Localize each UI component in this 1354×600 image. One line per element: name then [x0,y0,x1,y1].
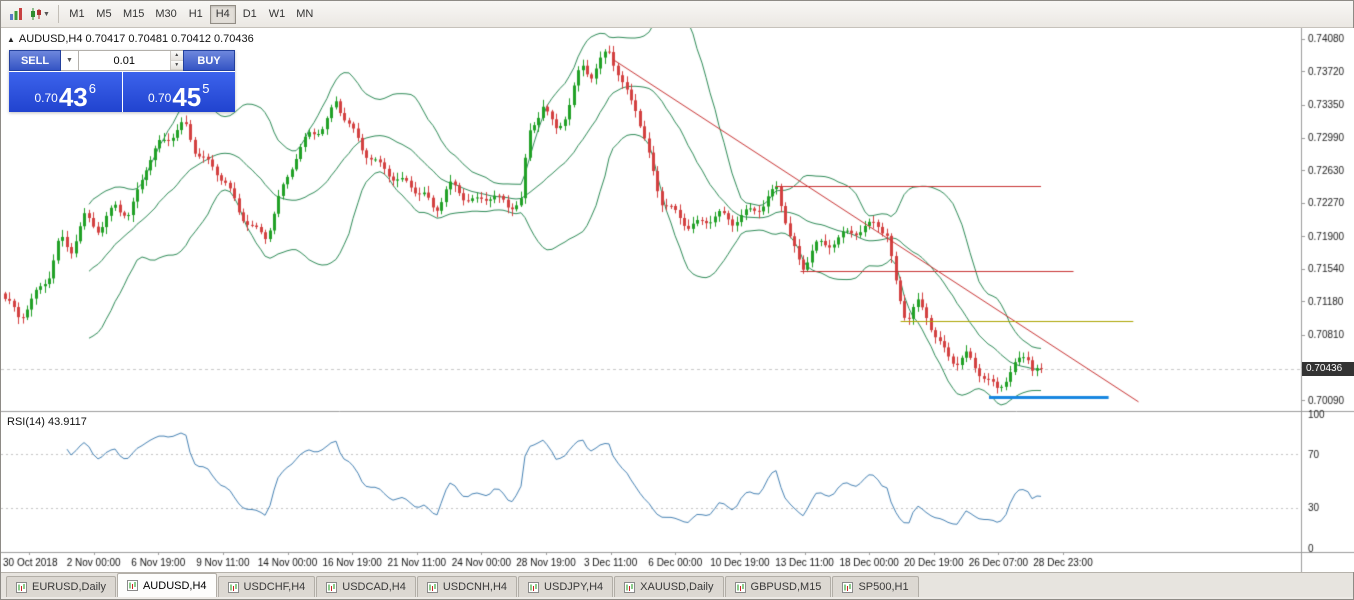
chart-tab-label: USDCNH,H4 [442,581,508,593]
chart-tab-icon [528,581,540,593]
timeframe-button-mn[interactable]: MN [291,5,318,24]
chart-tab-label: AUDUSD,H4 [142,579,207,592]
candlestick-icon [31,8,41,20]
chart-tab-icon [624,581,636,593]
sell-price-prefix: 0.70 [34,91,58,105]
current-price-badge: 0.70436 [1302,362,1354,376]
chart-tab-label: USDCAD,H4 [342,581,406,593]
chart-style-dropdown-button[interactable]: ▼ [27,4,53,24]
lot-decrease-button[interactable]: ▼ [170,60,183,70]
chart-tab-usdchf[interactable]: USDCHF,H4 [217,576,316,597]
chart-tab-audusd[interactable]: AUDUSD,H4 [116,573,217,597]
chart-tab-icon [734,581,746,593]
chart-tab-label: SP500,H1 [858,581,909,593]
chart-tab-gbpusd[interactable]: GBPUSD,M15 [724,576,832,597]
buy-button[interactable]: BUY [183,50,235,71]
chart-tab-label: XAUUSD,Daily [640,581,714,593]
one-click-trading-panel: SELL ▼ ▲ ▼ BUY 0.70 43 6 0.7 [9,50,235,112]
bar-chart-icon [10,8,22,20]
buy-price-prefix: 0.70 [147,91,172,105]
chart-title: ▲ AUDUSD,H4 0.70417 0.70481 0.70412 0.70… [7,33,254,45]
timeframe-button-d1[interactable]: D1 [237,5,263,24]
chart-ohlc-header: AUDUSD,H4 0.70417 0.70481 0.70412 0.7043… [18,33,254,45]
sell-button[interactable]: SELL [9,50,61,71]
timeframe-button-h4[interactable]: H4 [209,4,236,24]
sell-price-big: 43 [58,81,88,112]
chart-tab-icon [842,581,854,593]
chart-tab-xauusd[interactable]: XAUUSD,Daily [614,576,724,597]
time-axis[interactable] [1,552,1301,572]
lot-increase-button[interactable]: ▲ [170,51,183,61]
timeframe-button-m1[interactable]: M1 [64,5,90,24]
chart-tab-icon [16,581,27,593]
buy-price-big: 45 [172,81,202,112]
chart-window-icon-button[interactable] [5,4,27,24]
chart-region: ▲ AUDUSD,H4 0.70417 0.70481 0.70412 0.70… [1,28,1354,572]
lot-size-stepper: ▲ ▼ [169,51,183,70]
toolbar-separator [57,5,59,23]
chart-tab-bar: EURUSD,Daily AUDUSD,H4 USDCHF,H4 USDCAD,H4 U… [1,572,1353,597]
timeframe-toolbar: M1 M5 M15 M30 H1 H4 D1 W1 MN [64,4,318,24]
timeframe-button-w1[interactable]: W1 [264,5,291,24]
chart-tab-icon [326,581,338,593]
lot-size-input[interactable] [79,51,170,70]
timeframe-button-h1[interactable]: H1 [183,5,209,24]
buy-price-pipette: 5 [202,81,210,96]
chart-tab-usdcnh[interactable]: USDCNH,H4 [416,576,518,597]
chart-tab-usdjpy[interactable]: USDJPY,H4 [518,576,614,597]
timeframe-button-m30[interactable]: M30 [150,5,181,24]
trade-panel-prices: 0.70 43 6 0.70 45 5 [9,72,235,112]
panel-divider[interactable] [1,408,1354,413]
chart-tab-label: USDCHF,H4 [243,581,306,593]
chart-tab-icon [227,581,239,593]
price-axis[interactable] [1301,28,1354,410]
chart-tab-usdcad[interactable]: USDCAD,H4 [316,576,416,597]
timeframe-button-m15[interactable]: M15 [118,5,149,24]
collapse-panel-icon[interactable]: ▲ [7,34,15,44]
trade-panel-controls: SELL ▼ ▲ ▼ BUY [9,50,235,71]
buy-price-box[interactable]: 0.70 45 5 [122,72,235,112]
top-toolbar: ▼ M1 M5 M15 M30 H1 H4 D1 W1 MN [1,1,1353,28]
price-chart-canvas[interactable] [1,28,1354,572]
lot-size-field-wrap: ▲ ▼ [79,50,183,71]
rsi-indicator-label: RSI(14) 43.9117 [7,416,87,428]
chart-tab-icon [426,581,438,593]
sell-price-pipette: 6 [88,81,96,96]
chart-tab-eurusd[interactable]: EURUSD,Daily [6,576,116,597]
timeframe-button-m5[interactable]: M5 [91,5,117,24]
chart-tab-sp500[interactable]: SP500,H1 [832,576,919,597]
chart-tab-label: EURUSD,Daily [32,581,106,593]
chart-tab-label: USDJPY,H4 [544,581,604,593]
chart-tab-label: GBPUSD,M15 [750,581,822,593]
trade-options-dropdown[interactable]: ▼ [61,50,79,71]
chart-tab-icon [126,580,138,591]
sell-price-box[interactable]: 0.70 43 6 [9,72,122,112]
rsi-subwindow[interactable] [1,414,1301,548]
caret-down-icon: ▼ [43,10,50,18]
